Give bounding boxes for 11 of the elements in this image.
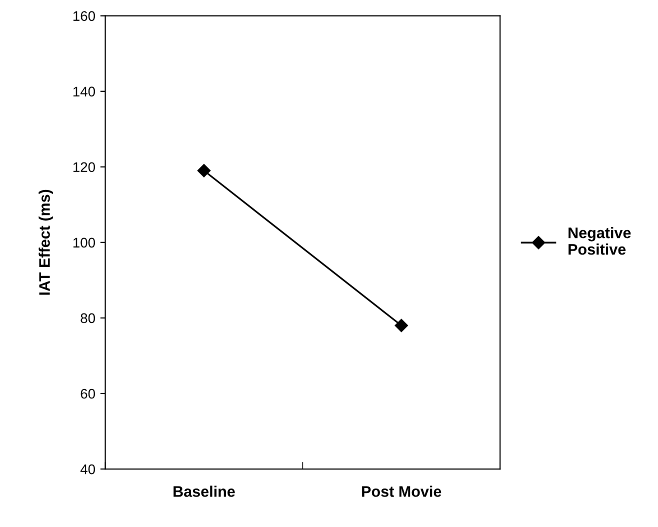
y-tick-label: 40 <box>80 464 96 474</box>
y-tick-label: 100 <box>73 238 96 248</box>
y-tick-label: 160 <box>73 11 96 21</box>
y-tick-label: 120 <box>73 162 96 172</box>
x-tick-label: Post Movie <box>362 486 442 497</box>
y-axis-title: IAT Effect (ms) <box>38 190 53 295</box>
y-tick-label: 80 <box>80 313 96 324</box>
legend-label: Negative Positive <box>568 227 631 255</box>
x-tick-label: Baseline <box>174 486 235 497</box>
y-tick-label: 60 <box>80 388 96 399</box>
y-tick-label: 140 <box>73 86 96 97</box>
